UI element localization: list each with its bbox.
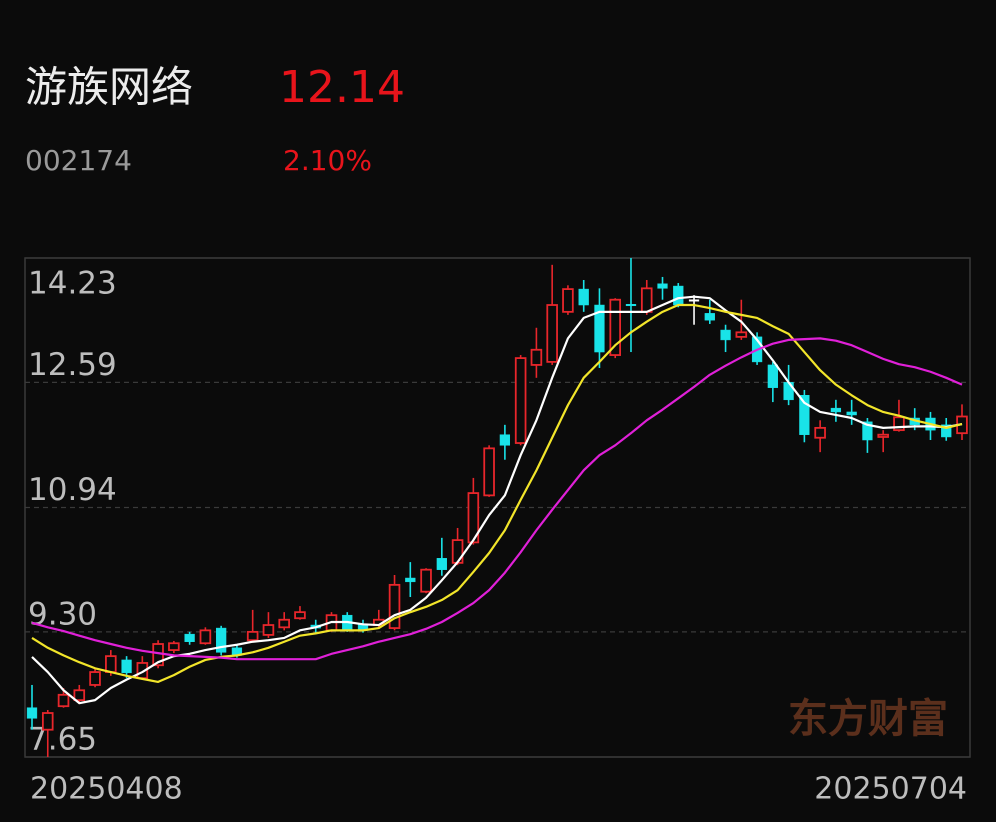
price-change: 2.10%: [283, 144, 372, 177]
candle-body: [609, 298, 622, 356]
candle-body: [184, 633, 195, 642]
candle-body: [830, 407, 842, 413]
moving-average-line: [31, 303, 963, 684]
candle-body: [530, 348, 543, 366]
candle-body: [720, 329, 731, 341]
candle-body: [388, 583, 401, 629]
candle-body: [546, 304, 558, 363]
stock-name: 游族网络: [25, 63, 193, 112]
y-tick-label: 7.65: [28, 722, 97, 758]
candle-body: [799, 395, 810, 435]
candle-body: [246, 630, 259, 642]
candle-body: [594, 304, 605, 353]
candle-body: [278, 618, 290, 629]
moving-average-line: [31, 295, 963, 705]
y-tick-label: 10.94: [28, 472, 117, 508]
candle-body: [467, 492, 480, 544]
candle-body: [514, 357, 527, 444]
candle-body: [562, 288, 574, 313]
watermark: 东方财富: [788, 695, 948, 742]
candle-body: [294, 611, 306, 620]
candle-body: [640, 287, 653, 313]
candle-body: [499, 434, 511, 446]
candle-body: [405, 577, 416, 583]
y-tick-label: 14.23: [28, 266, 117, 302]
candle-body: [735, 331, 748, 338]
candle-body: [121, 659, 132, 674]
candle-body: [168, 642, 180, 651]
candle-body: [262, 624, 275, 636]
candle-body: [89, 671, 101, 686]
candle-body: [862, 421, 873, 441]
stock-price: 12.14: [279, 62, 405, 113]
stock-code: 002174: [25, 144, 132, 177]
candle-body: [105, 655, 117, 673]
candle-body: [41, 712, 54, 731]
candle-body: [436, 558, 447, 570]
moving-average-line: [31, 337, 963, 661]
candle-body: [688, 299, 700, 302]
candle-body: [673, 285, 684, 306]
candle-body: [483, 447, 495, 497]
candle-body: [216, 627, 227, 653]
candle-body: [783, 382, 794, 401]
candle-body: [199, 629, 212, 645]
y-tick-label: 9.30: [28, 596, 97, 632]
candle-body: [846, 411, 857, 416]
candle-body: [420, 568, 432, 593]
candle-body: [704, 313, 715, 321]
candle-body: [657, 283, 668, 289]
candle-body: [625, 304, 637, 307]
candle-body: [26, 707, 38, 719]
candle-body: [877, 433, 889, 438]
candle-body: [941, 424, 952, 438]
candle-body: [73, 689, 86, 702]
candle-body: [767, 364, 778, 388]
y-tick-label: 12.59: [28, 347, 117, 383]
x-tick-label: 20250704: [814, 772, 967, 807]
candle-body: [57, 693, 70, 708]
x-tick-label: 20250408: [30, 772, 183, 807]
candle-body: [893, 416, 905, 432]
candle-body: [578, 288, 589, 306]
candle-body: [814, 426, 826, 439]
candle-body: [451, 539, 464, 564]
